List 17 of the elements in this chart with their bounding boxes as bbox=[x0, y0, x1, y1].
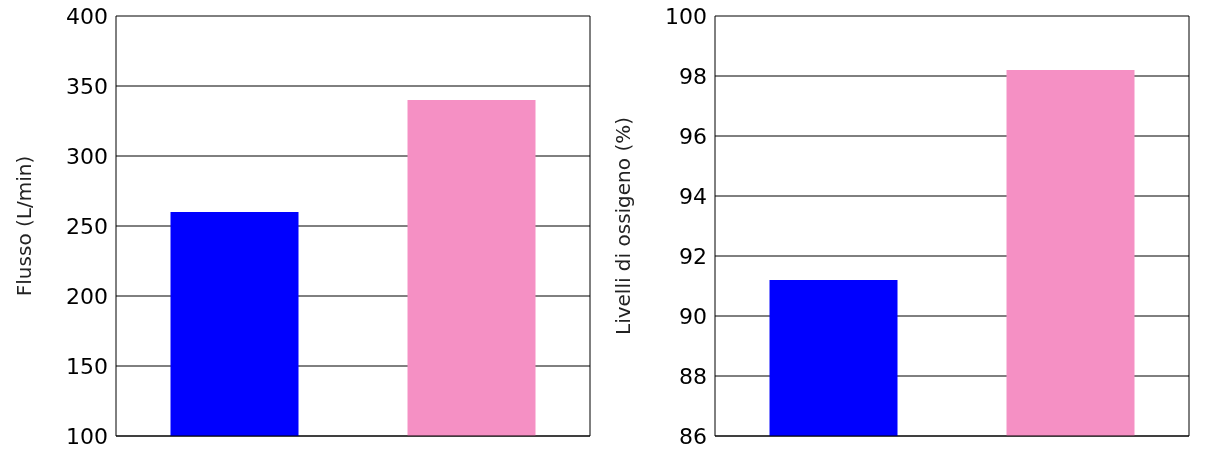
y-tick-label: 100 bbox=[66, 423, 108, 449]
y-tick-label: 300 bbox=[66, 143, 108, 169]
y-tick-label: 92 bbox=[679, 243, 707, 269]
y-tick-label: 350 bbox=[66, 73, 108, 99]
y-tick-label: 88 bbox=[679, 363, 707, 389]
y-tick-label: 86 bbox=[679, 423, 707, 449]
y-tick-label: 90 bbox=[679, 303, 707, 329]
y-tick-label: 250 bbox=[66, 213, 108, 239]
y-tick-label: 96 bbox=[679, 123, 707, 149]
y-tick-label: 200 bbox=[66, 283, 108, 309]
y-tick-label: 94 bbox=[679, 183, 707, 209]
y-axis-title: Livelli di ossigeno (%) bbox=[611, 117, 636, 335]
y-tick-label: 150 bbox=[66, 353, 108, 379]
y-axis-title: Flusso (L/min) bbox=[12, 155, 37, 297]
y-tick-label: 98 bbox=[679, 63, 707, 89]
y-tick-label: 400 bbox=[66, 3, 108, 29]
y-tick-label: 100 bbox=[665, 3, 707, 29]
